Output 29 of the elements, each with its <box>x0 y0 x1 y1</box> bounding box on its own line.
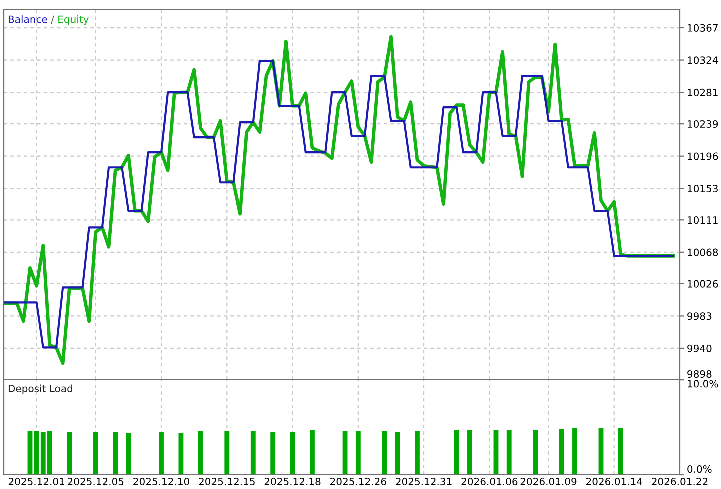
y-tick-label: 9983 <box>688 312 712 320</box>
x-tick-label: 2026.01.14 <box>586 478 642 486</box>
y-tick-label: 10153 <box>688 185 718 193</box>
y-tick-label: 10239 <box>688 120 718 128</box>
y-tick-label: 10196 <box>688 152 718 160</box>
y-tick-label: 10068 <box>688 248 718 256</box>
x-tick-label: 2025.12.10 <box>134 478 190 486</box>
x-tick-label: 2026.01.09 <box>520 478 577 486</box>
text: Balance <box>8 16 48 24</box>
y-tick-label: 10324 <box>688 56 718 64</box>
chart-title: Deposit Load <box>8 384 72 394</box>
y-tick-label: 9898 <box>688 370 712 378</box>
y-tick-label: 9940 <box>688 344 712 352</box>
x-tick-label: 2025.12.18 <box>264 478 321 486</box>
y-tick-label: 10111 <box>688 216 718 224</box>
x-tick-label: 2026.01.22 <box>652 478 708 486</box>
y-tick-label: 10367 <box>688 24 718 32</box>
y-tick-label: 10281 <box>688 88 718 96</box>
x-tick-label: 2025.12.05 <box>68 478 124 486</box>
y-tick-label: 0.0% <box>688 466 712 474</box>
y-tick-label: 10026 <box>688 280 718 288</box>
y-tick-label: 10.0% <box>688 380 718 388</box>
x-tick-label: 2025.12.31 <box>396 478 452 486</box>
x-tick-label: 2025.12.26 <box>330 478 386 486</box>
x-tick-label: 2025.12.01 <box>8 478 65 486</box>
x-tick-label: 2026.01.06 <box>462 478 518 486</box>
annotation: / <box>51 16 54 24</box>
text: Equity <box>58 16 89 26</box>
x-tick-label: 2025.12.15 <box>199 478 255 486</box>
